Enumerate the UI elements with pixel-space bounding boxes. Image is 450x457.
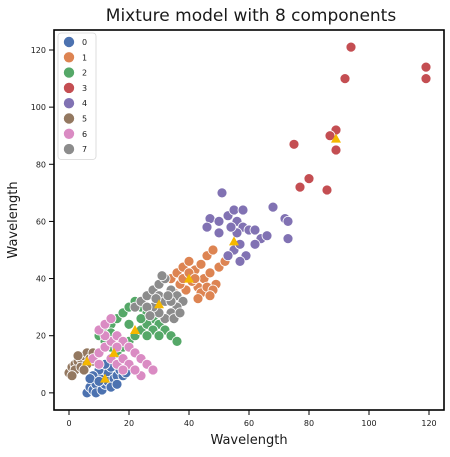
legend-label-0: 0 bbox=[82, 38, 87, 47]
centroid-marker-2 bbox=[130, 325, 140, 334]
point-series-3-2 bbox=[420, 73, 432, 84]
point-series-3-10 bbox=[288, 138, 300, 150]
x-tick-label-1: 20 bbox=[124, 419, 134, 428]
legend-label-7: 7 bbox=[82, 145, 87, 154]
point-series-1-9 bbox=[204, 267, 216, 279]
x-tick-label-6: 120 bbox=[421, 419, 436, 428]
legend-label-3: 3 bbox=[82, 84, 87, 93]
point-series-6-23 bbox=[117, 364, 129, 376]
point-series-2-28 bbox=[141, 330, 153, 342]
legend-label-1: 1 bbox=[82, 53, 87, 62]
point-series-3-0 bbox=[345, 41, 357, 53]
point-series-3-7 bbox=[321, 184, 333, 196]
point-series-4-21 bbox=[237, 204, 249, 216]
point-series-2-23 bbox=[153, 330, 165, 342]
point-series-3-6 bbox=[330, 144, 342, 156]
y-tick-label-1: 20 bbox=[36, 332, 46, 341]
centroid-marker-4 bbox=[229, 236, 239, 246]
centroid-marker-0 bbox=[100, 373, 110, 383]
legend-label-6: 6 bbox=[82, 130, 87, 139]
point-series-4-2 bbox=[201, 221, 213, 233]
x-tick-label-5: 100 bbox=[361, 419, 376, 428]
legend-marker-6 bbox=[63, 128, 75, 140]
chart-title: Mixture model with 8 components bbox=[106, 6, 397, 26]
point-series-4-11 bbox=[261, 230, 273, 242]
point-series-4-22 bbox=[249, 238, 261, 250]
centroid-marker-1 bbox=[184, 273, 194, 283]
y-tick-label-4: 80 bbox=[36, 160, 46, 169]
y-axis-label: Wavelength bbox=[6, 181, 21, 258]
legend-label-2: 2 bbox=[82, 69, 87, 78]
x-tick-label-0: 0 bbox=[66, 419, 71, 428]
centroid-marker-7 bbox=[154, 299, 164, 309]
points-layer bbox=[63, 41, 432, 399]
legend-marker-3 bbox=[63, 82, 75, 94]
point-series-1-24 bbox=[204, 290, 216, 302]
y-tick-label-3: 60 bbox=[36, 217, 46, 226]
point-series-4-24 bbox=[225, 221, 237, 233]
point-series-3-1 bbox=[420, 61, 432, 73]
point-series-6-18 bbox=[105, 313, 117, 325]
point-series-0-20 bbox=[111, 378, 123, 390]
x-axis-label: Wavelength bbox=[210, 433, 287, 448]
point-series-2-24 bbox=[123, 318, 135, 330]
point-series-7-19 bbox=[156, 270, 168, 282]
point-series-4-5 bbox=[228, 204, 240, 216]
x-tick-label-2: 40 bbox=[184, 419, 194, 428]
point-series-4-3 bbox=[213, 215, 225, 227]
point-series-6-21 bbox=[93, 358, 105, 370]
point-series-4-17 bbox=[234, 255, 246, 267]
legend-marker-1 bbox=[63, 51, 75, 64]
point-series-1-7 bbox=[207, 244, 219, 256]
y-tick-label-0: 0 bbox=[41, 389, 46, 398]
point-series-4-0 bbox=[216, 187, 228, 199]
centroid-marker-6 bbox=[109, 347, 119, 357]
point-series-5-13 bbox=[72, 350, 84, 362]
point-series-5-14 bbox=[78, 364, 90, 376]
point-series-3-3 bbox=[339, 73, 351, 84]
point-series-2-27 bbox=[135, 313, 147, 325]
point-series-4-12 bbox=[267, 201, 279, 213]
legend-marker-4 bbox=[63, 97, 75, 109]
point-series-7-23 bbox=[162, 290, 174, 302]
point-series-6-10 bbox=[147, 364, 159, 376]
point-series-4-19 bbox=[222, 250, 234, 262]
centroid-marker-5 bbox=[82, 356, 92, 366]
x-tick-label-4: 80 bbox=[304, 419, 314, 428]
point-series-0-18 bbox=[84, 373, 96, 385]
x-tick-label-3: 60 bbox=[244, 419, 254, 428]
y-tick-label-2: 40 bbox=[36, 275, 46, 284]
centroid-marker-3 bbox=[331, 133, 341, 143]
point-series-4-9 bbox=[249, 224, 261, 236]
point-series-7-22 bbox=[144, 310, 156, 322]
point-series-4-25 bbox=[213, 227, 225, 239]
point-series-4-15 bbox=[282, 233, 294, 245]
point-series-1-25 bbox=[192, 293, 204, 305]
legend-marker-0 bbox=[63, 36, 75, 48]
point-series-2-13 bbox=[171, 335, 183, 347]
legend-label-4: 4 bbox=[82, 99, 87, 108]
point-series-5-12 bbox=[66, 370, 78, 382]
x-axis: 0 20 40 60 80 100 120 bbox=[66, 410, 437, 428]
centroids-layer bbox=[82, 133, 341, 383]
y-tick-label-5: 100 bbox=[31, 103, 46, 112]
legend-marker-2 bbox=[63, 66, 75, 79]
point-series-6-20 bbox=[129, 364, 141, 376]
point-series-3-8 bbox=[303, 173, 315, 185]
legend-marker-5 bbox=[63, 112, 75, 125]
point-series-3-9 bbox=[294, 181, 306, 193]
y-axis: 0 20 40 60 80 100 120 bbox=[31, 46, 54, 398]
legend: 0 1 2 3 4 5 6 7 bbox=[57, 32, 97, 160]
point-series-4-14 bbox=[282, 215, 294, 227]
point-series-7-20 bbox=[174, 307, 186, 319]
legend-marker-7 bbox=[63, 143, 75, 155]
y-tick-label-6: 120 bbox=[31, 46, 46, 55]
legend-label-5: 5 bbox=[82, 115, 87, 124]
point-series-1-3 bbox=[183, 255, 195, 267]
point-series-1-5 bbox=[195, 258, 207, 270]
legend-box bbox=[57, 32, 97, 160]
